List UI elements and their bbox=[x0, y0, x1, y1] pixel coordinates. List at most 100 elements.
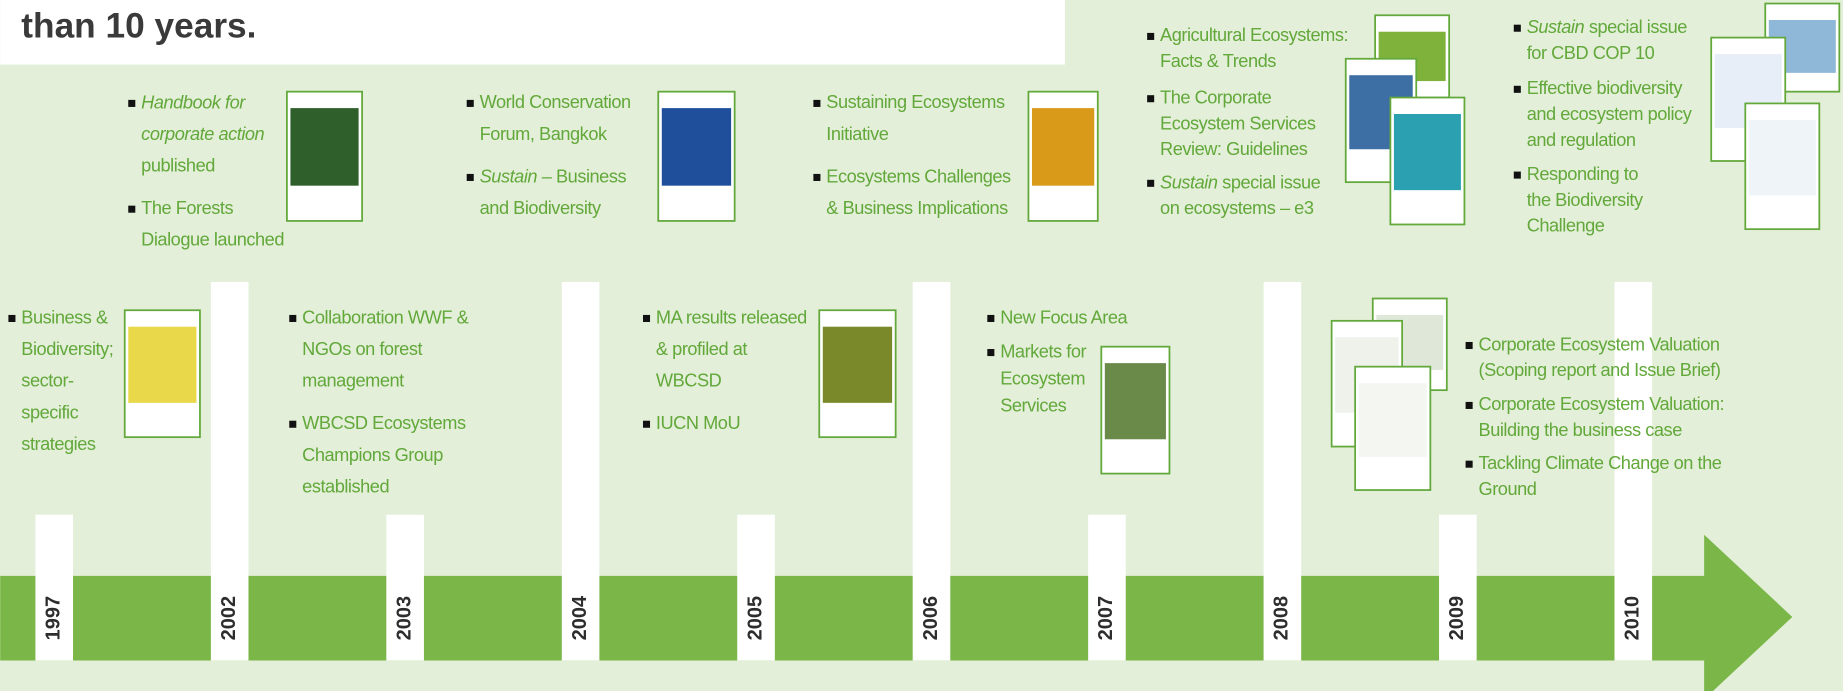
bullet bbox=[643, 315, 650, 322]
event-line: & Business Implications bbox=[826, 198, 1008, 218]
event-line: Forum, Bangkok bbox=[480, 124, 608, 144]
event-emphasis: Sustain bbox=[1160, 172, 1218, 192]
event-line: MA results released bbox=[656, 307, 807, 327]
bullet bbox=[813, 174, 820, 181]
event-line: Sustaining Ecosystems bbox=[826, 92, 1005, 112]
event-line: IUCN MoU bbox=[656, 413, 740, 433]
bullet bbox=[128, 206, 135, 213]
event-emphasis: Sustain bbox=[1527, 17, 1585, 37]
event-line: on ecosystems – e3 bbox=[1160, 198, 1314, 218]
thumbnail-art bbox=[1359, 383, 1427, 457]
event-line: Biodiversity; bbox=[21, 339, 113, 359]
event-line: Business & bbox=[21, 307, 108, 327]
event-line: for CBD COP 10 bbox=[1527, 43, 1655, 63]
event-line: & profiled at bbox=[656, 339, 747, 359]
event-emphasis: corporate action bbox=[141, 124, 264, 144]
event-line: strategies bbox=[21, 434, 96, 454]
event-line: corporate action bbox=[141, 124, 264, 144]
page: than 10 years. 1997 2002 2003 2004 2005 2006 2… bbox=[0, 0, 1843, 691]
event-line: management bbox=[302, 371, 404, 391]
year-label: 2010 bbox=[1622, 596, 1644, 640]
event-line: The Forests bbox=[141, 198, 233, 218]
event-text: – Business bbox=[542, 166, 627, 186]
event-line: Building the business case bbox=[1479, 420, 1683, 440]
event-line: Responding to bbox=[1527, 164, 1639, 184]
event-line: and regulation bbox=[1527, 130, 1636, 150]
event-line: New Focus Area bbox=[1000, 307, 1128, 327]
bullet bbox=[813, 100, 820, 107]
event-line: WBCSD Ecosystems bbox=[302, 413, 466, 433]
event-line: Ecosystems Challenges bbox=[826, 166, 1011, 186]
event-line: and Biodiversity bbox=[480, 198, 602, 218]
event-emphasis: Sustain bbox=[480, 166, 538, 186]
bullet bbox=[1147, 180, 1154, 187]
bullet bbox=[1514, 25, 1521, 32]
event-line: the Biodiversity bbox=[1527, 190, 1644, 210]
bullet bbox=[467, 174, 474, 181]
event-line: NGOs on forest bbox=[302, 339, 422, 359]
bullet bbox=[643, 421, 650, 428]
event-line: specific bbox=[21, 402, 78, 422]
bullet bbox=[1147, 95, 1154, 102]
bullet bbox=[128, 100, 135, 107]
title: than 10 years. bbox=[21, 7, 256, 46]
event-line: Facts & Trends bbox=[1160, 51, 1276, 71]
bullet bbox=[8, 315, 15, 322]
thumbnail-art bbox=[662, 108, 731, 186]
event-line: Dialogue launched bbox=[141, 230, 284, 250]
year-label: 2002 bbox=[218, 596, 240, 640]
year-label: 1997 bbox=[43, 596, 65, 640]
event-line: Effective biodiversity bbox=[1527, 78, 1684, 98]
bullet bbox=[467, 100, 474, 107]
event-line: Ecosystem Services bbox=[1160, 113, 1316, 133]
year-label: 2005 bbox=[744, 596, 766, 640]
event-emphasis: Handbook for bbox=[141, 92, 246, 112]
thumbnail-art bbox=[1749, 120, 1816, 195]
bullet bbox=[1514, 86, 1521, 93]
event-line: The Corporate bbox=[1160, 88, 1272, 108]
event-line: sector- bbox=[21, 371, 74, 391]
event-line: WBCSD bbox=[656, 371, 722, 391]
thumbnail-art bbox=[823, 327, 892, 403]
event-line: Markets for bbox=[1000, 341, 1086, 361]
year-label: 2004 bbox=[569, 596, 591, 640]
event-line: Ecosystem bbox=[1000, 368, 1085, 388]
year-label: 2003 bbox=[393, 596, 415, 640]
event-line: Sustain– Business bbox=[480, 166, 627, 186]
event-line: World Conservation bbox=[480, 92, 631, 112]
thumbnail-art bbox=[128, 327, 196, 403]
event-line: (Scoping report and Issue Brief) bbox=[1479, 360, 1721, 380]
bullet bbox=[1514, 172, 1521, 179]
thumbnail-art bbox=[1105, 363, 1166, 439]
event-line: Services bbox=[1000, 395, 1066, 415]
event-line: Review: Guidelines bbox=[1160, 139, 1308, 159]
bullet bbox=[1466, 342, 1473, 349]
bullet bbox=[289, 421, 296, 428]
bullet bbox=[1147, 33, 1154, 40]
bullet bbox=[1466, 402, 1473, 409]
year-label: 2008 bbox=[1271, 596, 1293, 640]
event-line: Sustainspecial issue bbox=[1160, 172, 1321, 192]
bullet bbox=[987, 315, 994, 322]
thumbnail-art bbox=[290, 108, 358, 186]
event-line: and ecosystem policy bbox=[1527, 104, 1693, 124]
timeline: than 10 years. 1997 2002 2003 2004 2005 2006 2… bbox=[0, 0, 1843, 691]
event-line: established bbox=[302, 477, 389, 497]
thumbnail-art bbox=[1032, 108, 1094, 186]
event-line: Champions Group bbox=[302, 445, 443, 465]
event-text: special issue bbox=[1222, 172, 1320, 192]
event-line: Corporate Ecosystem Valuation bbox=[1479, 334, 1720, 354]
event-line: published bbox=[141, 156, 215, 176]
event-line: Collaboration WWF & bbox=[302, 307, 468, 327]
event-text: special issue bbox=[1589, 17, 1687, 37]
bullet bbox=[289, 315, 296, 322]
year-label: 2006 bbox=[920, 596, 942, 640]
event-line: Corporate Ecosystem Valuation: bbox=[1479, 394, 1725, 414]
event-line: Tackling Climate Change on the bbox=[1479, 453, 1722, 473]
year-label: 2007 bbox=[1095, 596, 1117, 640]
event-line: Handbook for bbox=[141, 92, 246, 112]
event-line: Agricultural Ecosystems: bbox=[1160, 25, 1348, 45]
event-line: Initiative bbox=[826, 124, 888, 144]
event-line: Challenge bbox=[1527, 216, 1605, 236]
